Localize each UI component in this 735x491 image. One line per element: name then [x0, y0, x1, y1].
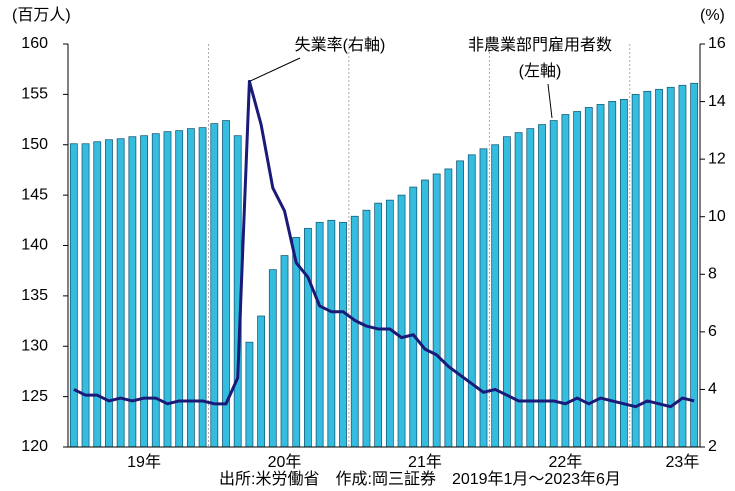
leader	[249, 57, 301, 82]
y2-tick-label: 8	[708, 266, 717, 283]
bar	[584, 107, 593, 448]
bar	[526, 128, 535, 448]
bar	[210, 123, 219, 448]
bar	[561, 114, 570, 448]
bar	[690, 82, 699, 448]
bar	[186, 128, 195, 448]
y2-tick-label: 2	[708, 438, 717, 455]
bar	[198, 127, 207, 448]
bar	[421, 179, 429, 448]
bar	[339, 221, 347, 448]
x-tick-label: 20年	[268, 453, 302, 471]
bar	[93, 141, 102, 448]
bar	[140, 135, 148, 448]
y-tick-label: 145	[21, 186, 48, 203]
y-tick-label: 160	[21, 35, 48, 52]
bar	[631, 93, 640, 448]
bar	[350, 215, 359, 448]
bar	[374, 202, 383, 448]
bar	[69, 143, 78, 448]
y2-tick-label: 6	[708, 323, 717, 340]
y-tick-label: 150	[21, 136, 48, 153]
annotation: 失業率(右軸)	[295, 36, 386, 54]
bar	[81, 143, 90, 448]
y-axis-label: (百万人)	[12, 6, 71, 24]
bar	[549, 120, 558, 448]
bar	[409, 186, 418, 448]
line	[73, 79, 695, 409]
y-tick-label: 120	[21, 438, 48, 455]
y-tick-label: 125	[21, 388, 48, 405]
bar	[292, 237, 301, 448]
y2-tick-label: 4	[708, 381, 717, 398]
footer: 出所:米労働省 作成:岡三証券 2019年1月～2023年6月	[219, 470, 621, 488]
bar	[432, 173, 441, 448]
bar	[163, 131, 172, 448]
bar	[620, 99, 628, 448]
bar	[257, 315, 266, 448]
bar	[596, 104, 605, 448]
bar	[245, 341, 254, 448]
bar	[643, 90, 652, 448]
y2-tick-label: 12	[708, 150, 726, 167]
annotation: (左軸)	[519, 62, 562, 80]
bar	[315, 221, 324, 448]
y-tick-label: 140	[21, 237, 48, 254]
bar	[116, 138, 125, 448]
y2-axis-label: (%)	[700, 7, 725, 24]
bar	[479, 148, 488, 448]
bar	[502, 136, 511, 448]
bar	[608, 101, 617, 448]
x-tick-label: 22年	[549, 453, 583, 471]
x-tick-label: 21年	[408, 453, 442, 471]
bar	[538, 124, 546, 448]
bar	[655, 88, 663, 448]
bar	[327, 219, 336, 448]
bar	[678, 84, 687, 448]
y2-tick-label: 10	[708, 208, 726, 225]
bar	[280, 255, 289, 448]
y2-tick-label: 14	[708, 93, 726, 110]
bar	[268, 269, 277, 448]
annotation: 非農業部門雇用者数	[468, 36, 612, 54]
bar	[666, 86, 675, 448]
y2-tick-label: 16	[708, 35, 726, 52]
leader	[547, 83, 553, 119]
bar	[304, 227, 312, 448]
bar	[385, 199, 394, 448]
y-tick-label: 155	[21, 86, 48, 103]
x-tick-label: 19年	[127, 453, 161, 471]
bar	[491, 144, 500, 448]
x-tick-label: 23年	[666, 453, 700, 471]
bar	[362, 209, 371, 448]
bar	[456, 160, 464, 448]
y-tick-label: 135	[21, 287, 48, 304]
y-tick-label: 130	[21, 337, 48, 354]
bar	[444, 168, 453, 448]
bar	[467, 154, 476, 448]
bar	[397, 194, 406, 448]
